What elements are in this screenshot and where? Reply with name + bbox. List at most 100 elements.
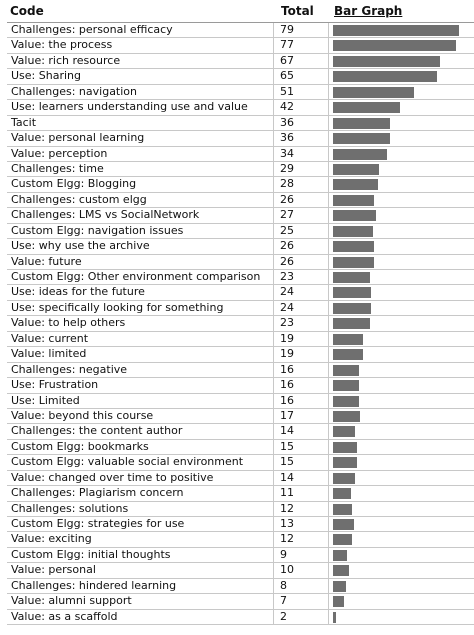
total-cell: 29 xyxy=(274,162,329,176)
frequency-bar xyxy=(333,195,374,206)
table-row[interactable]: Custom Elgg: Blogging 28 xyxy=(7,177,474,192)
frequency-bar xyxy=(333,40,456,51)
table-row[interactable]: Value: the process 77 xyxy=(7,38,474,53)
table-row[interactable]: Use: why use the archive 26 xyxy=(7,239,474,254)
code-cell: Challenges: Plagiarism concern xyxy=(7,486,274,500)
table-row[interactable]: Custom Elgg: valuable social environment… xyxy=(7,455,474,470)
frequency-bar xyxy=(333,287,371,298)
frequency-bar xyxy=(333,380,359,391)
code-cell: Challenges: time xyxy=(7,162,274,176)
code-cell: Use: learners understanding use and valu… xyxy=(7,100,274,114)
bar-cell xyxy=(329,502,474,516)
column-header-bar-graph[interactable]: Bar Graph xyxy=(334,4,402,18)
code-cell: Value: personal xyxy=(7,563,274,577)
frequency-bar xyxy=(333,442,357,453)
bar-cell xyxy=(329,116,474,130)
bar-cell xyxy=(329,224,474,238)
table-row[interactable]: Challenges: LMS vs SocialNetwork 27 xyxy=(7,208,474,223)
table-row[interactable]: Use: Frustration 16 xyxy=(7,378,474,393)
code-cell: Challenges: hindered learning xyxy=(7,579,274,593)
total-cell: 36 xyxy=(274,131,329,145)
table-row[interactable]: Challenges: the content author 14 xyxy=(7,424,474,439)
code-cell: Value: exciting xyxy=(7,532,274,546)
table-row[interactable]: Custom Elgg: navigation issues 25 xyxy=(7,224,474,239)
frequency-bar xyxy=(333,56,440,67)
frequency-bar xyxy=(333,612,336,623)
table-row[interactable]: Challenges: custom elgg 26 xyxy=(7,193,474,208)
bar-cell xyxy=(329,424,474,438)
bar-cell xyxy=(329,193,474,207)
table-row[interactable]: Value: limited 19 xyxy=(7,347,474,362)
total-cell: 79 xyxy=(274,23,329,37)
code-cell: Value: as a scaffold xyxy=(7,610,274,624)
table-row[interactable]: Value: exciting 12 xyxy=(7,532,474,547)
bar-cell xyxy=(329,38,474,52)
table-row[interactable]: Value: perception 34 xyxy=(7,147,474,162)
bar-cell xyxy=(329,378,474,392)
frequency-bar xyxy=(333,596,344,607)
table-row[interactable]: Value: personal 10 xyxy=(7,563,474,578)
table-row[interactable]: Challenges: solutions 12 xyxy=(7,502,474,517)
frequency-bar xyxy=(333,457,357,468)
table-row[interactable]: Use: learners understanding use and valu… xyxy=(7,100,474,115)
bar-cell xyxy=(329,440,474,454)
frequency-bar xyxy=(333,87,414,98)
total-cell: 17 xyxy=(274,409,329,423)
total-cell: 19 xyxy=(274,347,329,361)
bar-cell xyxy=(329,177,474,191)
total-cell: 2 xyxy=(274,610,329,624)
bar-cell xyxy=(329,162,474,176)
total-cell: 36 xyxy=(274,116,329,130)
table-row[interactable]: Challenges: navigation 51 xyxy=(7,85,474,100)
code-cell: Challenges: negative xyxy=(7,363,274,377)
table-row[interactable]: Value: rich resource 67 xyxy=(7,54,474,69)
table-row[interactable]: Custom Elgg: strategies for use 13 xyxy=(7,517,474,532)
bar-cell xyxy=(329,594,474,608)
table-row[interactable]: Custom Elgg: bookmarks 15 xyxy=(7,440,474,455)
table-row[interactable]: Value: beyond this course 17 xyxy=(7,409,474,424)
frequency-bar xyxy=(333,565,349,576)
total-cell: 26 xyxy=(274,255,329,269)
table-row[interactable]: Custom Elgg: initial thoughts 9 xyxy=(7,548,474,563)
table-row[interactable]: Challenges: personal efficacy 79 xyxy=(7,23,474,38)
table-row[interactable]: Use: Limited 16 xyxy=(7,394,474,409)
table-row[interactable]: Use: specifically looking for something 2… xyxy=(7,301,474,316)
column-header-code[interactable]: Code xyxy=(10,4,44,18)
table-row[interactable]: Value: as a scaffold 2 xyxy=(7,610,474,625)
bar-cell xyxy=(329,517,474,531)
total-cell: 26 xyxy=(274,193,329,207)
table-row[interactable]: Value: personal learning 36 xyxy=(7,131,474,146)
table-row[interactable]: Value: current 19 xyxy=(7,332,474,347)
bar-cell xyxy=(329,332,474,346)
frequency-bar xyxy=(333,349,363,360)
total-cell: 9 xyxy=(274,548,329,562)
table-row[interactable]: Challenges: hindered learning 8 xyxy=(7,579,474,594)
code-cell: Use: why use the archive xyxy=(7,239,274,253)
total-cell: 13 xyxy=(274,517,329,531)
table-row[interactable]: Value: alumni support 7 xyxy=(7,594,474,609)
code-cell: Custom Elgg: valuable social environment xyxy=(7,455,274,469)
bar-cell xyxy=(329,548,474,562)
total-cell: 7 xyxy=(274,594,329,608)
table-row[interactable]: Use: ideas for the future 24 xyxy=(7,285,474,300)
total-cell: 28 xyxy=(274,177,329,191)
frequency-bar xyxy=(333,534,352,545)
column-header-total[interactable]: Total xyxy=(281,4,314,18)
table-row[interactable]: Use: Sharing 65 xyxy=(7,69,474,84)
table-row[interactable]: Challenges: Plagiarism concern 11 xyxy=(7,486,474,501)
code-cell: Challenges: personal efficacy xyxy=(7,23,274,37)
bar-cell xyxy=(329,285,474,299)
total-cell: 14 xyxy=(274,471,329,485)
table-row[interactable]: Value: changed over time to positive 14 xyxy=(7,471,474,486)
total-cell: 19 xyxy=(274,332,329,346)
total-cell: 42 xyxy=(274,100,329,114)
table-row[interactable]: Value: to help others 23 xyxy=(7,316,474,331)
table-row[interactable]: Custom Elgg: Other environment compariso… xyxy=(7,270,474,285)
table-row[interactable]: Value: future 26 xyxy=(7,255,474,270)
table-row[interactable]: Challenges: time 29 xyxy=(7,162,474,177)
table-row[interactable]: Tacit 36 xyxy=(7,116,474,131)
frequency-bar xyxy=(333,581,346,592)
table-row[interactable]: Challenges: negative 16 xyxy=(7,363,474,378)
code-cell: Custom Elgg: strategies for use xyxy=(7,517,274,531)
frequency-bar xyxy=(333,550,347,561)
